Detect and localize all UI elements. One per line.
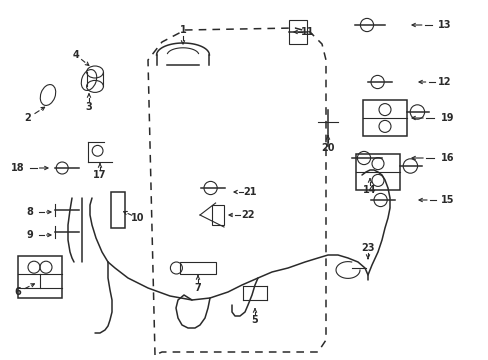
Text: 16: 16 (440, 153, 454, 163)
Text: 9: 9 (26, 230, 33, 240)
Bar (356, 154, 399, 190)
Text: 3: 3 (85, 102, 92, 112)
Text: 5: 5 (251, 315, 258, 325)
Bar (288, 20, 306, 44)
Text: 21: 21 (243, 187, 256, 197)
Text: 14: 14 (363, 185, 376, 195)
Bar (180, 262, 216, 274)
Text: 6: 6 (15, 287, 21, 297)
Text: 1: 1 (179, 25, 186, 35)
Text: 17: 17 (93, 170, 106, 180)
Text: 11: 11 (301, 27, 314, 37)
Text: 20: 20 (321, 143, 334, 153)
Bar (19, 256, 61, 298)
Text: 4: 4 (73, 50, 79, 60)
Text: 12: 12 (437, 77, 451, 87)
Bar (212, 206, 224, 225)
Text: 8: 8 (26, 207, 33, 217)
Bar (363, 100, 406, 136)
Text: 7: 7 (194, 283, 201, 293)
Text: 15: 15 (440, 195, 454, 205)
Text: 23: 23 (361, 243, 374, 253)
Text: 18: 18 (11, 163, 25, 173)
Text: 2: 2 (24, 113, 31, 123)
Text: 22: 22 (241, 210, 254, 220)
Text: 10: 10 (131, 213, 144, 223)
Text: 13: 13 (437, 20, 451, 30)
Bar (111, 192, 125, 228)
Text: 19: 19 (440, 113, 454, 123)
